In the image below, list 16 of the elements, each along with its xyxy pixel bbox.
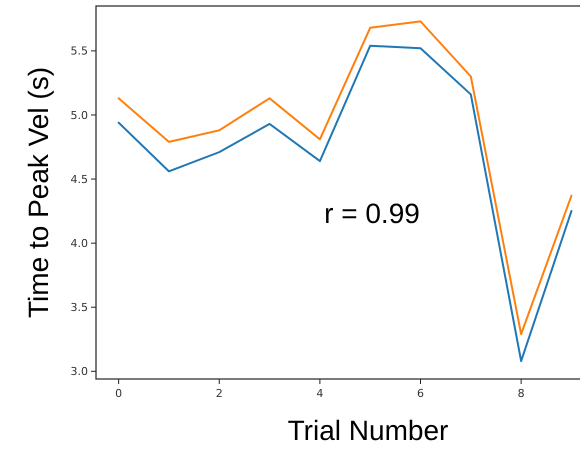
y-tick-label: 3.5 bbox=[70, 301, 88, 314]
y-axis-title: Time to Peak Vel (s) bbox=[23, 66, 54, 318]
x-axis-title: Trial Number bbox=[288, 415, 448, 446]
line-series bbox=[118, 20, 572, 336]
annotation: r = 0.99 bbox=[324, 198, 420, 229]
y-tick-label: 4.0 bbox=[70, 236, 88, 250]
y-tick-label: 5.0 bbox=[70, 108, 88, 122]
x-tick-label: 6 bbox=[417, 387, 424, 400]
x-tick-label: 0 bbox=[115, 387, 122, 400]
x-tick-label: 8 bbox=[518, 387, 525, 400]
x-tick-label: 4 bbox=[316, 387, 324, 400]
y-tick-label: 5.5 bbox=[70, 44, 88, 58]
x-tick-label: 2 bbox=[216, 387, 223, 400]
y-tick-label: 3.0 bbox=[70, 365, 88, 378]
y-tick-label: 4.5 bbox=[70, 172, 88, 186]
line-series bbox=[118, 44, 572, 362]
